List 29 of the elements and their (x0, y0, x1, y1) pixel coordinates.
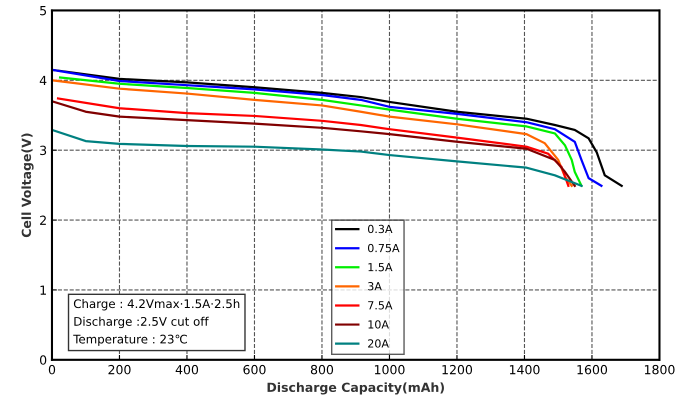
legend-label: 10A (368, 320, 389, 329)
legend-label: 7.5A (368, 301, 392, 310)
x-tick-label: 200 (108, 364, 131, 374)
y-axis-title: Cell Voltage(V) (21, 134, 34, 238)
x-tick-label: 400 (176, 364, 198, 374)
legend-label: 20A (368, 339, 389, 348)
x-tick-label: 600 (243, 364, 266, 374)
x-tick-label: 1200 (442, 364, 472, 374)
legend-label: 3A (368, 282, 382, 290)
x-axis-title: Discharge Capacity(mAh) (268, 382, 444, 395)
line-series (52, 128, 583, 187)
x-tick-label: 1600 (577, 364, 608, 374)
legend-label: 0.3A (368, 224, 392, 234)
y-tick-label: 5 (40, 6, 46, 16)
legend-label: 1.5A (368, 263, 392, 272)
y-tick-label: 4 (40, 76, 46, 86)
annotation: Discharge :2.5V cut off (74, 316, 209, 328)
x-tick-label: 0 (48, 364, 56, 374)
y-tick-label: 0 (40, 355, 46, 365)
y-tick-label: 3 (40, 146, 46, 156)
x-tick-label: 1800 (644, 364, 675, 374)
x-tick-label: 800 (310, 364, 334, 374)
legend-label: 0.75A (368, 244, 400, 252)
annotation: Charge : 4.2Vmax·1.5A·2.5h (74, 299, 240, 310)
y-tick-label: 1 (40, 286, 46, 295)
x-tick-label: 1400 (510, 364, 540, 374)
x-tick-label: 1000 (374, 364, 405, 374)
annotation: Temperature : 23℃ (73, 334, 187, 346)
y-tick-label: 2 (40, 216, 46, 225)
